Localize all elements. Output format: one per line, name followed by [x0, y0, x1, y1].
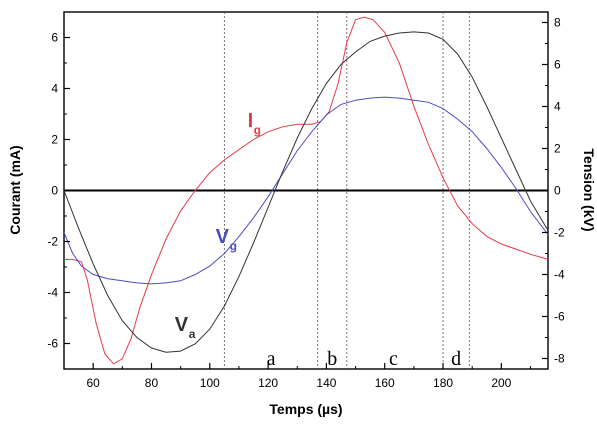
- y-left-tick-label: 0: [51, 184, 58, 198]
- series-label-ig: I: [248, 110, 254, 132]
- region-label-a: a: [267, 348, 276, 370]
- x-tick-label: 100: [200, 376, 220, 390]
- series-label-subscript: a: [189, 327, 196, 341]
- region-label-d: d: [451, 348, 461, 370]
- x-tick-label: 80: [145, 376, 159, 390]
- y-axis-left-title: Courant (mA): [7, 145, 23, 234]
- x-tick-label: 160: [375, 376, 395, 390]
- series-label-subscript: g: [254, 123, 261, 137]
- x-tick-label: 140: [316, 376, 336, 390]
- marker-lines: [223, 12, 470, 369]
- region-label-c: c: [389, 348, 398, 370]
- y-right-tick-label: 2: [554, 142, 561, 156]
- series-label-vg: V: [216, 226, 230, 248]
- series-line-va: [63, 31, 549, 353]
- series-line-ig: [64, 16, 549, 365]
- y-right-tick-label: 0: [554, 184, 561, 198]
- y-right-tick-label: 8: [554, 16, 561, 30]
- y-right-tick-label: -6: [554, 310, 565, 324]
- y-left-tick-label: -2: [47, 235, 58, 249]
- series-lines: [63, 16, 549, 365]
- series-label-subscript: g: [230, 239, 237, 253]
- x-tick-label: 180: [433, 376, 453, 390]
- y-left-tick-label: -4: [47, 286, 58, 300]
- y-axis-right-title: Tension (kV): [581, 149, 597, 232]
- y-left-tick-label: 6: [51, 31, 58, 45]
- y-right-tick-label: 4: [554, 100, 561, 114]
- series-line-vg: [63, 96, 549, 285]
- y-right-tick-label: -4: [554, 268, 565, 282]
- region-label-b: b: [327, 348, 337, 370]
- y-right-tick-label: 6: [554, 58, 561, 72]
- y-left-tick-label: 4: [51, 82, 58, 96]
- x-tick-label: 60: [86, 376, 100, 390]
- x-axis-title: Temps (µs): [269, 401, 342, 417]
- series-label-va: V: [175, 314, 189, 336]
- y-left-tick-label: -6: [47, 337, 58, 351]
- y-right-tick-label: -8: [554, 352, 565, 366]
- y-right-tick-label: -2: [554, 226, 565, 240]
- x-tick-label: 200: [491, 376, 511, 390]
- x-tick-label: 120: [258, 376, 278, 390]
- axis-ticks: 60 80 100 120 140 160 180 200-6-4-20246-8-6-4-2…: [47, 11, 565, 390]
- y-left-tick-label: 2: [51, 133, 58, 147]
